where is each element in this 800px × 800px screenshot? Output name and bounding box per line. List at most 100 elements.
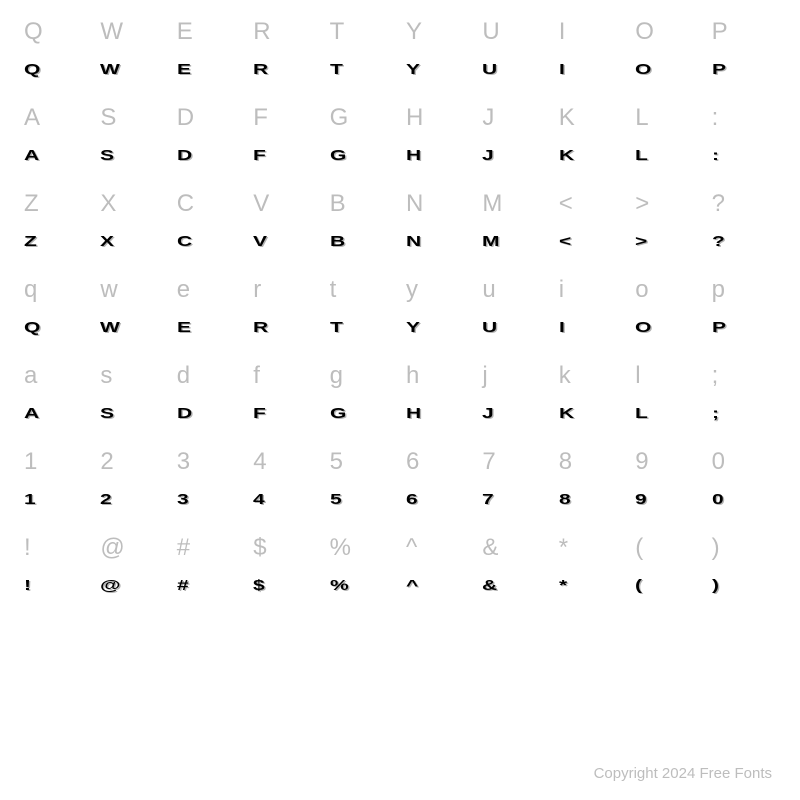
reference-character: 0: [712, 450, 725, 474]
reference-character: N: [406, 192, 423, 216]
reference-character: r: [253, 278, 261, 302]
reference-character: I: [559, 20, 566, 44]
char-cell: JJ: [476, 106, 552, 192]
char-cell: wW: [94, 278, 170, 364]
reference-character: F: [253, 106, 268, 130]
font-glyph: J: [482, 406, 496, 421]
char-cell: sS: [94, 364, 170, 450]
reference-character: U: [482, 20, 499, 44]
reference-character: h: [406, 364, 419, 388]
font-glyph: ?: [712, 234, 728, 249]
font-glyph: O: [635, 320, 654, 335]
reference-character: *: [559, 536, 568, 560]
font-glyph: Q: [24, 320, 43, 335]
reference-character: 6: [406, 450, 419, 474]
reference-character: O: [635, 20, 654, 44]
reference-character: 1: [24, 450, 37, 474]
reference-character: d: [177, 364, 190, 388]
char-cell: &&: [476, 536, 552, 622]
font-glyph: U: [482, 320, 500, 335]
font-glyph: I: [559, 320, 568, 335]
font-glyph: V: [253, 234, 270, 249]
reference-character: 9: [635, 450, 648, 474]
reference-character: ;: [712, 364, 719, 388]
char-cell: VV: [247, 192, 323, 278]
char-cell: XX: [94, 192, 170, 278]
reference-character: g: [330, 364, 343, 388]
reference-character: t: [330, 278, 337, 302]
reference-character: q: [24, 278, 37, 302]
char-cell: ZZ: [18, 192, 94, 278]
font-glyph: L: [635, 148, 651, 163]
font-glyph: &: [482, 578, 500, 593]
copyright-text: Copyright 2024 Free Fonts: [594, 765, 772, 782]
reference-character: (: [635, 536, 643, 560]
font-glyph: 1: [24, 492, 38, 507]
char-cell: !!: [18, 536, 94, 622]
reference-character: X: [100, 192, 116, 216]
reference-character: 7: [482, 450, 495, 474]
char-cell: tT: [324, 278, 400, 364]
font-glyph: P: [712, 62, 729, 77]
font-glyph: D: [177, 148, 195, 163]
char-cell: YY: [400, 20, 476, 106]
char-cell: ??: [706, 192, 782, 278]
reference-character: $: [253, 536, 266, 560]
font-glyph: >: [635, 234, 650, 249]
reference-character: R: [253, 20, 270, 44]
char-cell: 66: [400, 450, 476, 536]
char-cell: BB: [324, 192, 400, 278]
char-cell: jJ: [476, 364, 552, 450]
font-glyph: 3: [177, 492, 191, 507]
font-glyph: G: [330, 148, 349, 163]
font-glyph: T: [330, 320, 346, 335]
reference-character: i: [559, 278, 564, 302]
reference-character: V: [253, 192, 269, 216]
char-cell: oO: [629, 278, 705, 364]
font-glyph: ): [712, 578, 722, 593]
font-glyph: S: [100, 406, 117, 421]
char-cell: )): [706, 536, 782, 622]
font-glyph: K: [559, 148, 577, 163]
char-cell: MM: [476, 192, 552, 278]
reference-character: @: [100, 536, 124, 560]
font-glyph: E: [177, 62, 194, 77]
font-glyph: 9: [635, 492, 649, 507]
font-glyph: Y: [406, 320, 423, 335]
reference-character: o: [635, 278, 648, 302]
font-glyph: ^: [406, 578, 421, 593]
reference-character: f: [253, 364, 260, 388]
font-glyph: @: [100, 578, 123, 593]
char-cell: DD: [171, 106, 247, 192]
char-cell: CC: [171, 192, 247, 278]
char-cell: fF: [247, 364, 323, 450]
reference-character: a: [24, 364, 37, 388]
reference-character: S: [100, 106, 116, 130]
reference-character: p: [712, 278, 725, 302]
char-cell: 22: [94, 450, 170, 536]
char-cell: pP: [706, 278, 782, 364]
reference-character: l: [635, 364, 640, 388]
font-glyph: 4: [253, 492, 267, 507]
font-glyph: J: [482, 148, 496, 163]
font-glyph: F: [253, 148, 269, 163]
font-glyph: Q: [24, 62, 43, 77]
char-cell: $$: [247, 536, 323, 622]
char-cell: hH: [400, 364, 476, 450]
reference-character: 8: [559, 450, 572, 474]
font-glyph: L: [635, 406, 651, 421]
char-cell: aA: [18, 364, 94, 450]
font-glyph: S: [100, 148, 117, 163]
reference-character: W: [100, 20, 123, 44]
font-glyph: !: [24, 578, 34, 593]
reference-character: Y: [406, 20, 422, 44]
font-glyph: #: [177, 578, 191, 593]
font-glyph: E: [177, 320, 194, 335]
char-cell: 55: [324, 450, 400, 536]
char-cell: HH: [400, 106, 476, 192]
font-glyph: ;: [712, 406, 722, 421]
font-glyph: 5: [330, 492, 344, 507]
char-cell: RR: [247, 20, 323, 106]
font-glyph: D: [177, 406, 195, 421]
reference-character: Q: [24, 20, 43, 44]
